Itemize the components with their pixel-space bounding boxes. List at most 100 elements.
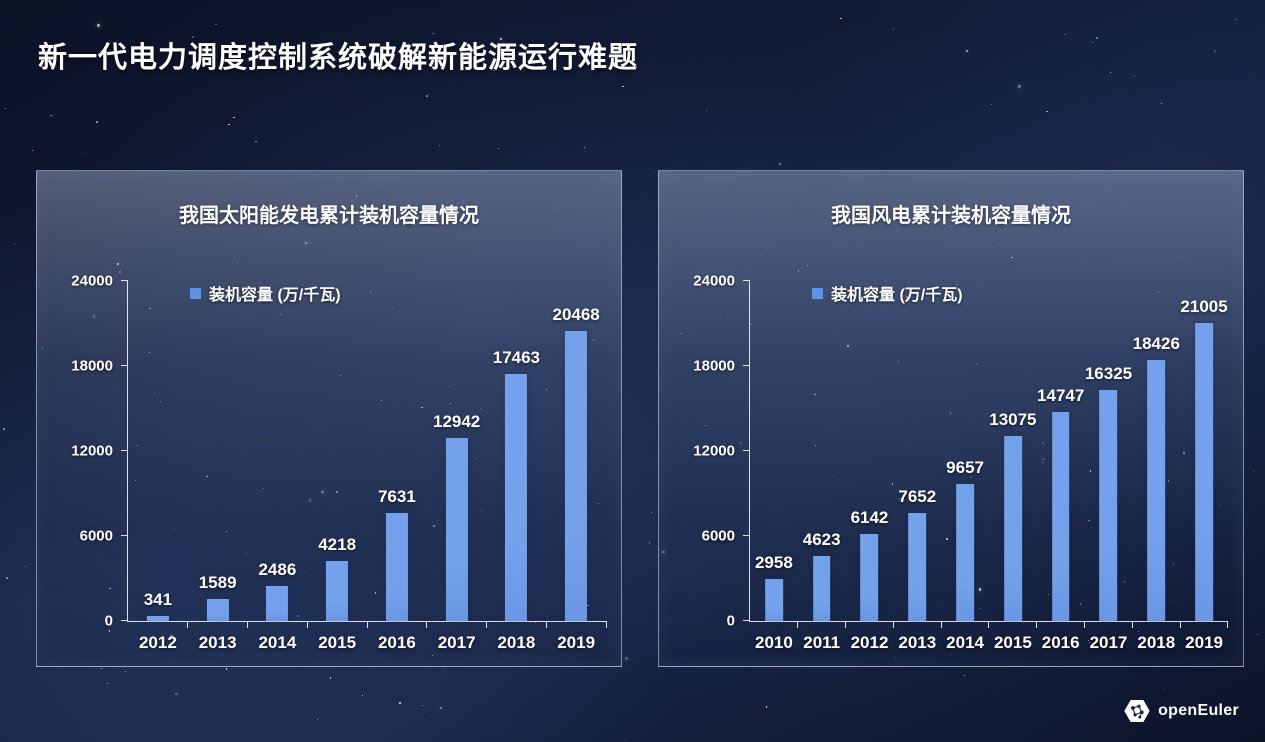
star-dot — [1064, 33, 1066, 35]
y-axis-tick — [743, 280, 750, 281]
bar-slot: 7652 2013 — [893, 281, 942, 652]
solar-chart-panel: 我国太阳能发电累计装机容量情况 0 6000 12000 18000 24000 装机容量… — [36, 170, 622, 667]
bar-value-label: 2486 — [258, 559, 297, 579]
bar-value-label: 13075 — [989, 409, 1037, 429]
star-dot — [1161, 103, 1163, 105]
bar — [956, 484, 974, 621]
star-dot — [426, 95, 428, 97]
bar-value-label: 4623 — [802, 529, 841, 549]
star-dot — [31, 149, 34, 152]
y-axis-tick — [743, 535, 750, 536]
y-axis-label: 18000 — [693, 357, 735, 375]
bar-slot: 20468 2019 — [546, 281, 607, 652]
bar-value-label: 341 — [143, 590, 173, 610]
x-axis-tick — [1227, 621, 1229, 628]
star-dot — [3, 428, 6, 430]
star-dot — [14, 244, 16, 246]
star-dot — [1092, 41, 1094, 43]
star-dot — [225, 668, 228, 670]
bar-value-label: 4218 — [318, 535, 357, 555]
bar — [565, 331, 588, 621]
x-axis-tick — [545, 621, 547, 628]
x-axis-label: 2010 — [754, 633, 793, 652]
x-axis-tick — [1131, 621, 1133, 628]
star-dot — [1214, 49, 1216, 52]
legend-label: 装机容量 (万/千瓦) — [209, 287, 341, 304]
star-dot — [1096, 37, 1098, 39]
star-dot — [21, 605, 24, 608]
star-dot — [1163, 688, 1165, 690]
star-dot — [329, 677, 332, 680]
x-axis-tick — [486, 621, 487, 628]
bar-slot: 7631 2016 — [367, 281, 428, 652]
star-dot — [625, 738, 627, 740]
x-axis-label: 2018 — [497, 633, 536, 652]
star-dot — [421, 704, 423, 706]
y-axis-label: 6000 — [79, 527, 113, 545]
star-dot — [317, 717, 319, 719]
bar — [1147, 359, 1166, 621]
y-axis-label: 12000 — [693, 442, 735, 460]
x-axis-tick — [605, 621, 607, 628]
x-axis-label: 2016 — [377, 633, 416, 652]
x-axis-tick — [988, 621, 990, 628]
bar — [1195, 323, 1213, 621]
bar-value-label: 18426 — [1132, 333, 1180, 353]
bar — [326, 561, 349, 621]
bar-slot: 2486 2014 — [248, 281, 308, 652]
openeuler-logo: openEuler — [1124, 698, 1239, 724]
bar-slot: 2958 2010 — [750, 281, 799, 652]
star-dot — [431, 716, 433, 718]
bar-slot: 6142 2012 — [846, 281, 894, 652]
bar-slot: 17463 2018 — [487, 281, 547, 652]
bar-value-label: 9657 — [946, 458, 984, 478]
legend-swatch — [190, 287, 201, 299]
bar — [266, 585, 289, 621]
x-axis-label: 2018 — [1137, 633, 1176, 652]
bar-value-label: 1589 — [198, 572, 237, 592]
solar-chart-title: 我国太阳能发电累计装机容量情况 — [179, 205, 479, 227]
bar — [146, 616, 169, 621]
bar-value-label: 6142 — [850, 508, 889, 527]
star-dot — [175, 692, 178, 696]
star-dot — [205, 124, 207, 126]
bar-value-label: 17463 — [492, 347, 541, 367]
x-axis-label: 2014 — [258, 633, 297, 652]
y-axis-label: 0 — [104, 612, 113, 630]
bar — [1051, 412, 1070, 621]
x-axis-tick — [247, 621, 248, 628]
star-dot — [990, 104, 992, 106]
bar — [812, 555, 831, 621]
star-dot — [316, 718, 318, 720]
x-axis-label: 2012 — [850, 633, 889, 652]
star-dot — [652, 171, 654, 173]
star-dot — [765, 706, 768, 709]
bar — [505, 373, 528, 621]
bar-slot: 13075 2015 — [989, 281, 1038, 652]
openeuler-logo-text: openEuler — [1158, 702, 1239, 719]
star-dot — [964, 675, 966, 677]
bar — [206, 598, 229, 621]
star-dot — [498, 148, 500, 150]
bar-slot: 1589 2013 — [188, 281, 248, 652]
openeuler-hexagon-icon — [1124, 699, 1150, 723]
x-axis-tick — [845, 621, 847, 628]
y-axis-label: 18000 — [71, 357, 113, 375]
bar — [385, 512, 408, 621]
star-dot — [1109, 71, 1112, 74]
bar-slots: 2958 2010 4623 2011 6142 2012 7652 2013 9657 2014… — [750, 281, 1229, 652]
x-axis-tick — [1036, 621, 1038, 628]
star-dot — [1257, 634, 1259, 636]
bar-value-label: 16325 — [1084, 363, 1133, 383]
star-dot — [97, 24, 100, 27]
y-axis-tick — [121, 620, 128, 621]
star-dot — [583, 147, 585, 149]
star-dot — [81, 153, 83, 155]
bar-slot: 21005 2019 — [1180, 281, 1229, 652]
star-dot — [840, 17, 843, 20]
star-dot — [361, 694, 363, 696]
bar — [445, 437, 468, 621]
bar-value-label: 2958 — [754, 553, 793, 573]
bar-value-label: 21005 — [1180, 297, 1228, 317]
star-dot — [215, 23, 217, 26]
